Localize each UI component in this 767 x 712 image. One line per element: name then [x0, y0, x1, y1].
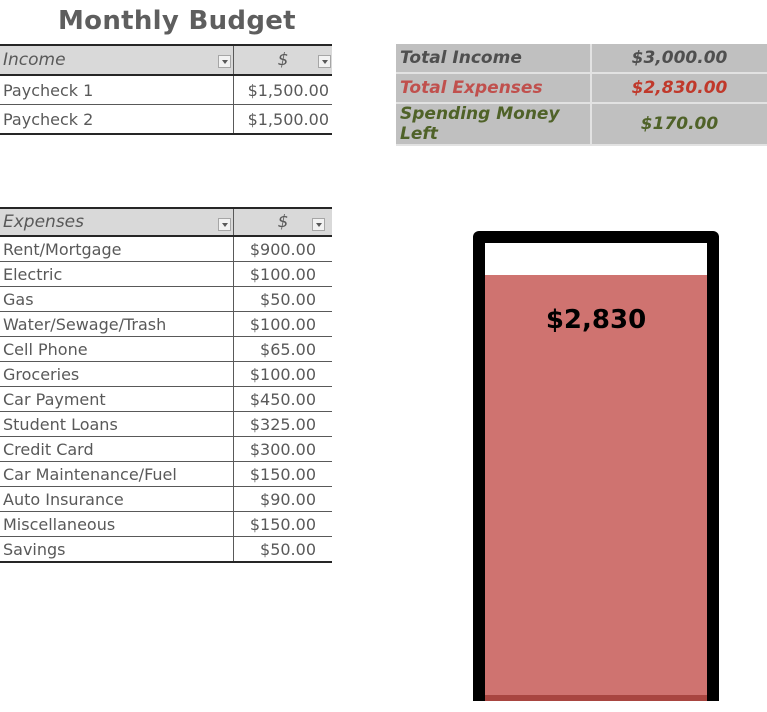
- expense-amount-cell[interactable]: $100.00: [233, 361, 332, 387]
- income-header-cell[interactable]: Income: [0, 44, 234, 76]
- income-filter-dropdown-icon[interactable]: [218, 55, 231, 68]
- expenses-header-label: Expenses: [3, 212, 84, 232]
- expenses-amount-header-cell[interactable]: $: [233, 207, 332, 237]
- expense-amount-cell[interactable]: $150.00: [233, 461, 332, 487]
- expense-amount-cell[interactable]: $100.00: [233, 261, 332, 287]
- expenses-amount-header-label: $: [277, 212, 289, 232]
- income-table: Income $ Paycheck 1 $1,500.00 Paycheck 2…: [0, 44, 332, 135]
- spending-left-value[interactable]: $170.00: [591, 103, 767, 146]
- expense-amount-cell[interactable]: $50.00: [233, 536, 332, 563]
- page-title: Monthly Budget: [58, 6, 296, 36]
- expense-amount-cell[interactable]: $50.00: [233, 286, 332, 312]
- expenses-header-row: Expenses $: [0, 207, 332, 237]
- income-amount-header-label: $: [277, 50, 289, 70]
- expense-label-cell[interactable]: Water/Sewage/Trash: [0, 311, 234, 337]
- spending-left-label[interactable]: Spending Money Left: [396, 103, 592, 146]
- thermometer-value-label: $2,830: [545, 305, 647, 335]
- expense-label-cell[interactable]: Rent/Mortgage: [0, 236, 234, 262]
- summary-row-spending-left[interactable]: Spending Money Left $170.00: [396, 103, 767, 146]
- expense-amount-cell[interactable]: $325.00: [233, 411, 332, 437]
- table-row[interactable]: Rent/Mortgage $900.00: [0, 236, 332, 262]
- summary-row-total-income[interactable]: Total Income $3,000.00: [396, 44, 767, 74]
- income-label-cell[interactable]: Paycheck 2: [0, 104, 234, 135]
- thermometer-fill-bar[interactable]: [485, 275, 707, 701]
- expense-label-cell[interactable]: Auto Insurance: [0, 486, 234, 512]
- expense-label-cell[interactable]: Savings: [0, 536, 234, 563]
- expense-label-cell[interactable]: Student Loans: [0, 411, 234, 437]
- expense-label-cell[interactable]: Car Maintenance/Fuel: [0, 461, 234, 487]
- summary-table: Total Income $3,000.00 Total Expenses $2…: [396, 44, 767, 146]
- income-label-cell[interactable]: Paycheck 1: [0, 75, 234, 105]
- table-row[interactable]: Savings $50.00: [0, 536, 332, 563]
- total-expenses-value[interactable]: $2,830.00: [591, 73, 767, 104]
- table-row[interactable]: Cell Phone $65.00: [0, 336, 332, 362]
- table-row[interactable]: Credit Card $300.00: [0, 436, 332, 462]
- table-row[interactable]: Student Loans $325.00: [0, 411, 332, 437]
- income-header-label: Income: [3, 50, 66, 70]
- income-amount-cell[interactable]: $1,500.00: [233, 104, 332, 135]
- expenses-table: Expenses $ Rent/Mortgage $900.00 Electric…: [0, 207, 332, 563]
- summary-row-total-expenses[interactable]: Total Expenses $2,830.00: [396, 73, 767, 104]
- expense-amount-cell[interactable]: $150.00: [233, 511, 332, 537]
- expense-label-cell[interactable]: Electric: [0, 261, 234, 287]
- expense-amount-cell[interactable]: $65.00: [233, 336, 332, 362]
- expense-amount-cell[interactable]: $900.00: [233, 236, 332, 262]
- total-income-label[interactable]: Total Income: [396, 44, 592, 74]
- expense-label-cell[interactable]: Gas: [0, 286, 234, 312]
- expense-amount-cell[interactable]: $300.00: [233, 436, 332, 462]
- table-row[interactable]: Car Maintenance/Fuel $150.00: [0, 461, 332, 487]
- table-row[interactable]: Paycheck 2 $1,500.00: [0, 104, 332, 135]
- income-header-row: Income $: [0, 44, 332, 76]
- expenses-amount-filter-dropdown-icon[interactable]: [312, 218, 325, 231]
- table-row[interactable]: Water/Sewage/Trash $100.00: [0, 311, 332, 337]
- income-amount-header-cell[interactable]: $: [233, 44, 332, 76]
- expenses-header-cell[interactable]: Expenses: [0, 207, 234, 237]
- table-row[interactable]: Groceries $100.00: [0, 361, 332, 387]
- income-amount-cell[interactable]: $1,500.00: [233, 75, 332, 105]
- table-row[interactable]: Car Payment $450.00: [0, 386, 332, 412]
- table-row[interactable]: Miscellaneous $150.00: [0, 511, 332, 537]
- expense-label-cell[interactable]: Credit Card: [0, 436, 234, 462]
- expense-amount-cell[interactable]: $450.00: [233, 386, 332, 412]
- thermometer-fill-base: [485, 695, 707, 701]
- expense-label-cell[interactable]: Cell Phone: [0, 336, 234, 362]
- expense-amount-cell[interactable]: $100.00: [233, 311, 332, 337]
- expenses-filter-dropdown-icon[interactable]: [218, 218, 231, 231]
- expense-amount-cell[interactable]: $90.00: [233, 486, 332, 512]
- expenses-thermometer-chart[interactable]: [473, 231, 719, 701]
- expense-label-cell[interactable]: Car Payment: [0, 386, 234, 412]
- table-row[interactable]: Electric $100.00: [0, 261, 332, 287]
- total-expenses-label[interactable]: Total Expenses: [396, 73, 592, 104]
- expense-label-cell[interactable]: Groceries: [0, 361, 234, 387]
- expense-label-cell[interactable]: Miscellaneous: [0, 511, 234, 537]
- table-row[interactable]: Gas $50.00: [0, 286, 332, 312]
- total-income-value[interactable]: $3,000.00: [591, 44, 767, 74]
- table-row[interactable]: Paycheck 1 $1,500.00: [0, 75, 332, 105]
- income-amount-filter-dropdown-icon[interactable]: [318, 55, 331, 68]
- table-row[interactable]: Auto Insurance $90.00: [0, 486, 332, 512]
